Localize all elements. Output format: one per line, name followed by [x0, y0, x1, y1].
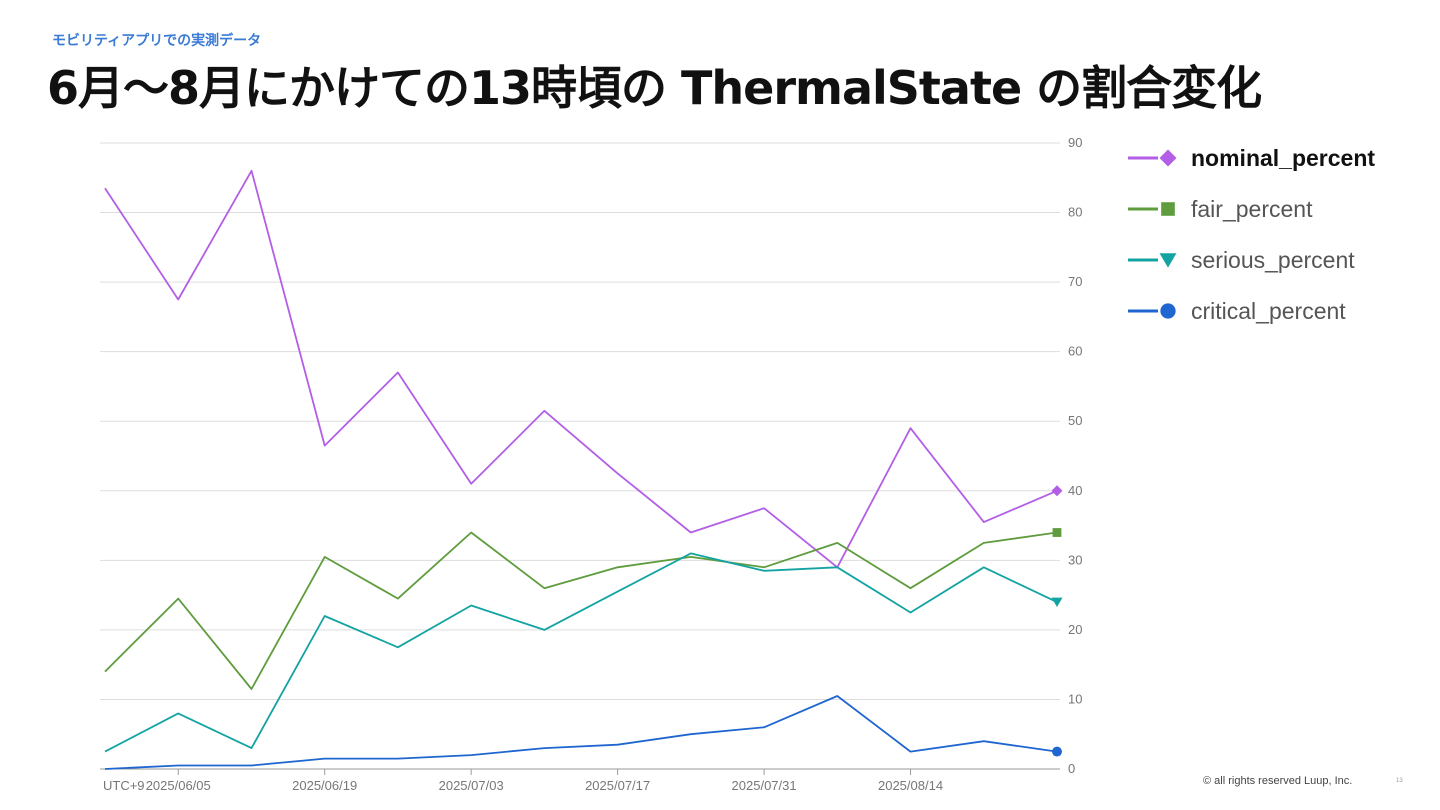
legend-label-serious_percent: serious_percent	[1191, 247, 1355, 273]
copyright-text: © all rights reserved Luup, Inc.	[1203, 775, 1353, 787]
x-tick-label: 2025/08/14	[878, 778, 943, 793]
legend-marker-critical_percent	[1160, 303, 1176, 319]
x-tick-label: 2025/06/05	[146, 778, 211, 793]
x-axis-labels: UTC+9 2025/06/05 2025/06/19 2025/07/03 2025/…	[103, 769, 943, 793]
page-kicker: モビリティアプリでの実測データ	[52, 33, 262, 49]
y-tick-label: 70	[1068, 274, 1082, 289]
y-tick-label: 0	[1068, 761, 1075, 776]
chart-legend: nominal_percent fair_percent serious_perce…	[1128, 145, 1375, 324]
legend-marker-serious_percent	[1159, 253, 1177, 268]
page-title: 6月〜8月にかけての13時頃の ThermalState の割合変化	[47, 61, 1262, 115]
y-tick-label: 80	[1068, 205, 1082, 220]
series-line-nominal_percent	[104, 169, 1058, 569]
legend-label-nominal_percent: nominal_percent	[1191, 145, 1375, 171]
page-number: 13	[1396, 778, 1403, 784]
chart-grid	[100, 142, 1060, 770]
legend-label-critical_percent: critical_percent	[1191, 298, 1346, 324]
end-marker-fair_percent	[1052, 528, 1062, 537]
y-tick-label: 90	[1068, 135, 1082, 150]
y-tick-label: 20	[1068, 622, 1082, 637]
y-tick-label: 30	[1068, 552, 1082, 567]
y-axis-labels: 0 10 20 30 40 50 60 70 80 90	[1068, 135, 1082, 776]
legend-marker-fair_percent	[1161, 202, 1175, 216]
y-tick-label: 10	[1068, 691, 1082, 706]
y-tick-label: 60	[1068, 344, 1082, 359]
legend-marker-nominal_percent	[1159, 149, 1177, 167]
end-marker-critical_percent	[1052, 746, 1062, 757]
legend-label-fair_percent: fair_percent	[1191, 196, 1313, 222]
end-marker-serious_percent	[1051, 597, 1063, 608]
series-line-fair_percent	[104, 531, 1058, 690]
end-marker-nominal_percent	[1051, 485, 1063, 497]
series-end-markers	[1051, 485, 1063, 757]
y-tick-label: 50	[1068, 413, 1082, 428]
timezone-label: UTC+9	[103, 778, 145, 793]
x-tick-label: 2025/06/19	[292, 778, 357, 793]
series-line-critical_percent	[104, 695, 1058, 770]
x-tick-label: 2025/07/03	[439, 778, 504, 793]
series-line-serious_percent	[104, 552, 1058, 753]
x-tick-label: 2025/07/17	[585, 778, 650, 793]
series-lines	[104, 169, 1058, 770]
x-tick-label: 2025/07/31	[732, 778, 797, 793]
y-tick-label: 40	[1068, 483, 1082, 498]
